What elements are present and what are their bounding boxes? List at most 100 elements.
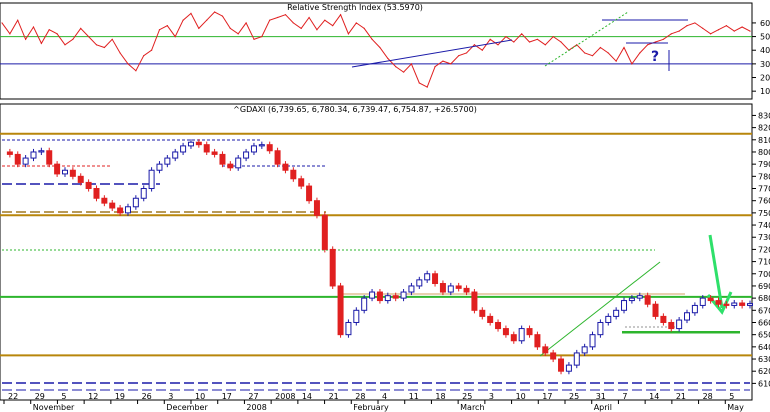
candle-body-39 (313, 200, 320, 216)
candle-body-68 (542, 346, 549, 354)
xtick-label-25: 21 (676, 392, 686, 401)
price-ytick-label-19: 8000 (758, 148, 770, 157)
rsi-point-57 (450, 63, 452, 65)
candle-body-8 (69, 169, 76, 177)
rsi-trendline-1 (351, 39, 513, 68)
candle-body-57 (455, 285, 462, 289)
rsi-point-39 (308, 16, 310, 19)
rsi-point-20 (158, 29, 161, 31)
candle-body-50 (400, 291, 407, 299)
rsi-point-82 (647, 44, 649, 46)
price-ytick-label-6: 6700 (758, 306, 770, 315)
candle-body-79 (628, 297, 635, 302)
price-ytick-label-7: 6800 (758, 294, 770, 303)
rsi-point-67 (528, 41, 531, 43)
xtick-label-21: 25 (569, 392, 579, 401)
rsi-ytick-label-2: 30 (760, 60, 770, 69)
rsi-point-42 (332, 25, 334, 27)
rsi-point-87 (686, 25, 688, 27)
rsi-point-12 (95, 44, 98, 46)
rsi-point-7 (56, 33, 58, 35)
rsi-point-84 (662, 38, 664, 40)
candle-body-43 (345, 321, 352, 336)
rsi-point-90 (710, 33, 712, 35)
price-ytick-label-13: 7400 (758, 221, 770, 230)
candle-body-32 (258, 144, 265, 147)
candle-body-4 (38, 150, 45, 153)
xtick-label-22: 31 (596, 392, 606, 401)
candle-body-20 (164, 157, 171, 165)
price-ytick-label-20: 8100 (758, 136, 770, 145)
candle-body-52 (416, 279, 423, 287)
candle-body-25 (203, 144, 210, 153)
candle-body-92 (731, 302, 738, 306)
candle-body-80 (636, 295, 643, 299)
candle-body-30 (243, 151, 250, 159)
price-ytick-label-1: 6200 (758, 367, 770, 376)
candle-body-15 (124, 206, 131, 214)
rsi-point-83 (654, 41, 657, 43)
rsi-point-0 (1, 22, 3, 24)
candle-body-88 (699, 297, 706, 306)
rsi-point-5 (40, 42, 42, 44)
candle-body-90 (715, 300, 722, 305)
rsi-point-66 (521, 33, 523, 35)
rsi-point-60 (473, 44, 476, 46)
rsi-point-36 (284, 14, 287, 16)
rsi-point-79 (623, 46, 625, 49)
rsi-point-69 (544, 44, 546, 46)
rsi-ytick-label-0: 10 (760, 87, 770, 96)
candle-body-18 (148, 169, 155, 190)
candle-body-34 (274, 150, 281, 165)
candle-body-71 (565, 364, 572, 372)
price-ytick-label-3: 6400 (758, 343, 770, 352)
xtick-label-27: 5 (729, 392, 734, 401)
rsi-point-9 (72, 38, 74, 40)
xtick-label-14: 4 (382, 392, 387, 401)
rsi-point-41 (324, 19, 326, 21)
candle-body-19 (156, 163, 163, 171)
rsi-point-86 (678, 30, 680, 32)
candle-body-29 (235, 157, 242, 169)
rsi-point-29 (229, 27, 231, 29)
rsi-point-77 (607, 52, 609, 54)
rsi-point-68 (536, 38, 539, 40)
rsi-point-15 (119, 52, 121, 54)
candle-body-23 (187, 141, 194, 147)
rsi-point-65 (513, 41, 515, 43)
candle-body-70 (558, 358, 565, 372)
rsi-point-47 (371, 38, 373, 40)
rsi-point-32 (253, 38, 255, 40)
candle-body-45 (361, 297, 368, 311)
candle-body-51 (408, 285, 415, 293)
rsi-point-31 (245, 22, 247, 24)
candle-body-0 (6, 151, 13, 155)
rsi-point-46 (363, 27, 365, 29)
candle-body-44 (353, 309, 360, 323)
candle-body-64 (510, 334, 517, 342)
candle-body-74 (589, 334, 596, 348)
rsi-point-85 (670, 33, 672, 35)
candle-body-67 (534, 334, 541, 348)
rsi-point-94 (741, 26, 743, 28)
rsi-point-4 (32, 26, 35, 28)
candle-body-47 (376, 291, 383, 302)
xtick-label-12: 21 (329, 392, 339, 401)
rsi-panel-frame (0, 2, 753, 100)
candle-body-77 (613, 309, 620, 317)
rsi-ytick-label-5: 60 (760, 19, 770, 28)
candle-body-83 (660, 315, 667, 323)
xtick-label-9: 27 (248, 392, 258, 401)
rsi-point-75 (591, 55, 594, 57)
candle-body-6 (54, 163, 61, 175)
rsi-point-93 (733, 30, 735, 32)
rsi-point-35 (276, 16, 279, 19)
xtick-label-17: 25 (462, 392, 472, 401)
candle-body-56 (447, 285, 454, 293)
rsi-point-25 (198, 27, 200, 29)
rsi-green-dotted (544, 11, 629, 67)
rsi-point-27 (213, 11, 216, 13)
price-ytick-label-17: 7800 (758, 172, 770, 181)
xtick-label-18: 3 (489, 392, 494, 401)
